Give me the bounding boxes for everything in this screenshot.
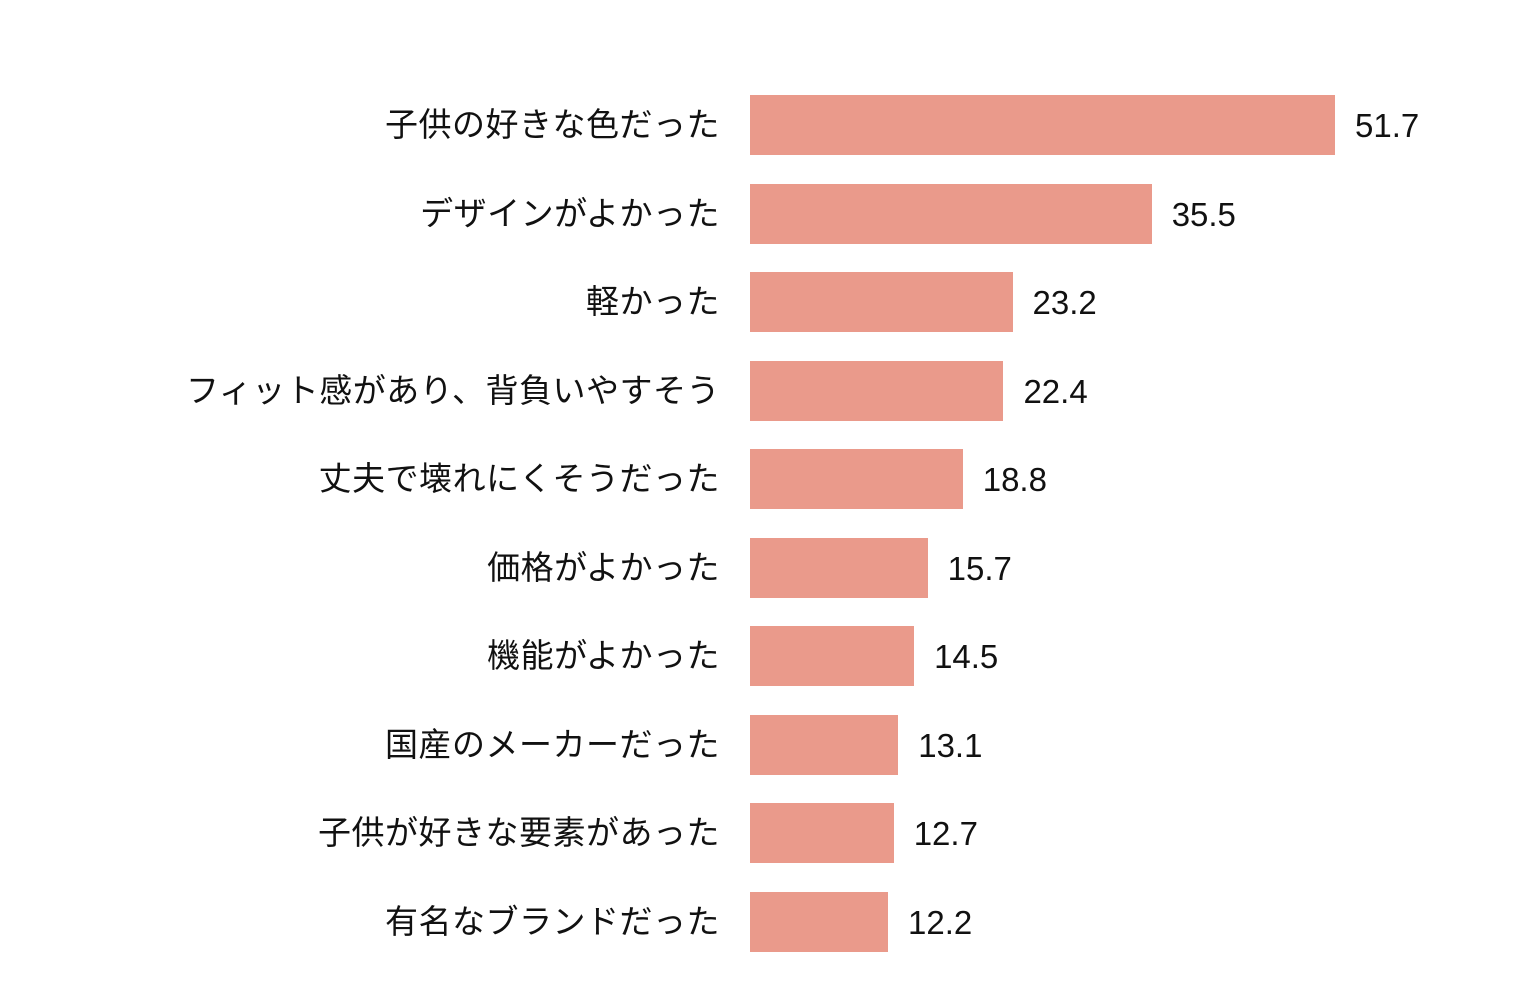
value-label: 35.5 [1171, 195, 1236, 233]
category-label: 価格がよかった [487, 547, 720, 587]
bar [750, 803, 894, 863]
category-label: 国産のメーカーだった [385, 724, 720, 764]
bar [750, 537, 928, 598]
bar-row: 子供の好きな色だった 51.7 [0, 95, 1516, 155]
category-label: 丈夫で壊れにくそうだった [318, 459, 720, 498]
value-label: 15.7 [947, 549, 1012, 587]
bar [750, 714, 899, 775]
category-label: フィット感があり、背負いやすそう [185, 370, 720, 410]
category-label: デザインがよかった [420, 193, 720, 233]
value-label: 23.2 [1032, 284, 1097, 321]
value-label: 14.5 [934, 638, 999, 675]
value-label: 12.2 [908, 903, 973, 941]
bar-row: デザインがよかった 35.5 [0, 183, 1516, 244]
value-label: 22.4 [1023, 372, 1088, 410]
bar-row: 価格がよかった 15.7 [0, 537, 1516, 598]
bar-row: フィット感があり、背負いやすそう 22.4 [0, 360, 1516, 421]
bar-row: 国産のメーカーだった 13.1 [0, 714, 1516, 775]
bar-row: 軽かった 23.2 [0, 272, 1516, 332]
bar [750, 449, 963, 509]
value-label: 13.1 [918, 726, 983, 764]
bar-row: 丈夫で壊れにくそうだった 18.8 [0, 449, 1516, 509]
bar [750, 626, 915, 686]
bar-row: 子供が好きな要素があった 12.7 [0, 803, 1516, 863]
value-label: 51.7 [1355, 107, 1420, 144]
category-label: 有名なブランドだった [385, 901, 720, 941]
category-label: 子供が好きな要素があった [318, 813, 720, 852]
value-label: 12.7 [913, 815, 978, 852]
bar-row: 有名なブランドだった 12.2 [0, 891, 1516, 952]
bar [750, 272, 1013, 332]
bar [750, 95, 1335, 155]
category-label: 子供の好きな色だった [385, 105, 720, 144]
bar-row: 機能がよかった 14.5 [0, 626, 1516, 686]
value-label: 18.8 [982, 461, 1047, 498]
category-label: 機能がよかった [487, 636, 720, 675]
bar [750, 891, 889, 952]
category-label: 軽かった [586, 282, 720, 321]
bar [750, 360, 1004, 421]
bar [750, 183, 1152, 244]
